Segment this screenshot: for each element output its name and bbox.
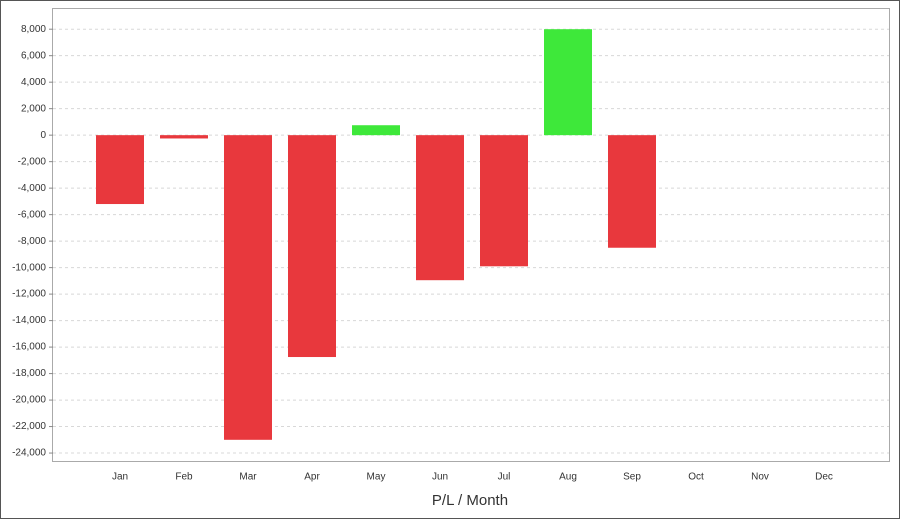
x-tick-label: Jun bbox=[432, 472, 448, 483]
x-axis-label: P/L / Month bbox=[432, 492, 508, 509]
y-tick-label: -12,000 bbox=[12, 289, 46, 300]
y-tick-label: -14,000 bbox=[12, 315, 46, 326]
y-tick-label: -16,000 bbox=[12, 342, 46, 353]
y-tick-label: -10,000 bbox=[12, 262, 46, 273]
plot-area bbox=[52, 8, 890, 462]
x-tick-label: Jan bbox=[112, 472, 128, 483]
y-tick-label: 6,000 bbox=[21, 50, 46, 61]
bar bbox=[608, 135, 656, 248]
x-tick-label: Nov bbox=[751, 472, 769, 483]
y-tick-label: 8,000 bbox=[21, 24, 46, 35]
x-tick-label: Apr bbox=[304, 472, 320, 483]
x-tick-label: Aug bbox=[559, 472, 577, 483]
x-tick-label: Sep bbox=[623, 472, 641, 483]
y-tick-label: -6,000 bbox=[18, 209, 47, 220]
bar bbox=[416, 135, 464, 281]
y-tick-label: 0 bbox=[40, 130, 46, 141]
x-tick-label: Jul bbox=[498, 472, 511, 483]
y-tick-label: -8,000 bbox=[18, 236, 47, 247]
y-tick-label: -2,000 bbox=[18, 156, 47, 167]
bar bbox=[352, 125, 400, 136]
bar bbox=[224, 135, 272, 440]
y-tick-label: 4,000 bbox=[21, 77, 46, 88]
x-tick-label: Feb bbox=[175, 472, 193, 483]
x-tick-label: Mar bbox=[239, 472, 257, 483]
x-tick-label: May bbox=[367, 472, 386, 483]
y-tick-label: -4,000 bbox=[18, 183, 47, 194]
y-tick-label: -18,000 bbox=[12, 368, 46, 379]
y-tick-label: 2,000 bbox=[21, 103, 46, 114]
bar bbox=[480, 135, 528, 267]
bar bbox=[544, 29, 592, 136]
x-tick-label: Oct bbox=[688, 472, 704, 483]
bar bbox=[160, 135, 208, 139]
y-tick-label: -22,000 bbox=[12, 421, 46, 432]
bar bbox=[96, 135, 144, 205]
y-tick-label: -24,000 bbox=[12, 448, 46, 459]
y-tick-label: -20,000 bbox=[12, 395, 46, 406]
x-tick-label: Dec bbox=[815, 472, 833, 483]
bar bbox=[288, 135, 336, 358]
